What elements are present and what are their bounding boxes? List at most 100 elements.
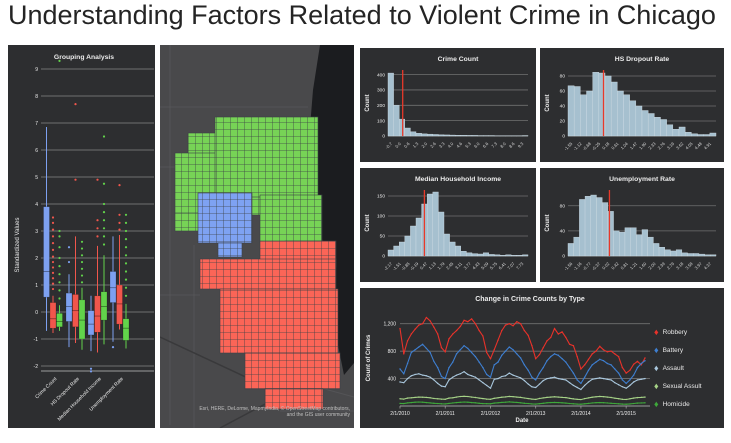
svg-text:5.3: 5.3 xyxy=(464,141,472,149)
crime-count-histogram[interactable]: Crime Count Count 0 100 200 300 400 -0.7 0.0 0.6 1… xyxy=(360,48,536,162)
y-axis-label: Count xyxy=(545,214,551,231)
series-homicide xyxy=(399,401,646,405)
svg-text:1: 1 xyxy=(35,283,38,289)
grouping-analysis-boxplot[interactable]: Grouping Analysis Standardized Values 9 8 7 6… xyxy=(8,45,155,428)
svg-text:1.04: 1.04 xyxy=(620,141,630,151)
svg-text:2/1/2010: 2/1/2010 xyxy=(390,411,410,417)
svg-text:0.61: 0.61 xyxy=(610,141,620,151)
svg-text:5.09: 5.09 xyxy=(480,261,490,271)
svg-text:40: 40 xyxy=(560,104,566,110)
svg-text:4.37: 4.37 xyxy=(703,261,713,271)
series-sexual-assult xyxy=(399,395,646,401)
svg-text:3.11: 3.11 xyxy=(454,261,464,271)
svg-text:3.3: 3.3 xyxy=(438,141,446,149)
svg-text:6.0: 6.0 xyxy=(473,141,481,149)
svg-text:1.47: 1.47 xyxy=(629,141,639,151)
svg-text:5: 5 xyxy=(35,175,38,181)
cluster-region-blue xyxy=(217,242,243,258)
svg-text:6.6: 6.6 xyxy=(482,141,490,149)
chicago-cluster-map[interactable]: Esri, HERE, DeLorme, MapmyIndia, © OpenS… xyxy=(160,45,354,428)
svg-text:7.3: 7.3 xyxy=(490,141,498,149)
y-axis-label: Count of Crimes xyxy=(366,334,372,381)
svg-text:400: 400 xyxy=(388,376,397,382)
legend-item-robbery[interactable]: ♦ Robbery xyxy=(654,328,702,337)
legend-item-battery[interactable]: ♦ Battery xyxy=(654,346,702,355)
svg-text:80: 80 xyxy=(560,74,566,80)
chart-title: Crime Count xyxy=(438,56,480,63)
legend-item-assault[interactable]: ♦ Assault xyxy=(654,364,702,373)
svg-text:2.76: 2.76 xyxy=(657,141,667,151)
series-battery xyxy=(399,343,646,385)
cluster-region-green xyxy=(214,116,319,198)
legend-label: Sexual Assult xyxy=(662,383,702,390)
unemployment-rate-histogram[interactable]: Unemployment Rate Count 0 40 80 -1.56 -1.16 -0.… xyxy=(540,168,724,282)
svg-text:2/1/2014: 2/1/2014 xyxy=(571,411,591,417)
svg-text:400: 400 xyxy=(377,72,385,78)
svg-text:4.43: 4.43 xyxy=(471,261,481,271)
svg-text:0.47: 0.47 xyxy=(419,261,429,271)
svg-text:4.05: 4.05 xyxy=(684,141,694,151)
svg-text:2.39: 2.39 xyxy=(657,261,667,271)
y-axis-label: Standardized Values xyxy=(15,218,21,273)
svg-text:0: 0 xyxy=(562,254,565,260)
svg-text:2/1/2015: 2/1/2015 xyxy=(616,411,636,417)
svg-text:4.0: 4.0 xyxy=(447,141,455,149)
svg-text:150: 150 xyxy=(377,194,385,200)
legend-item-homicide[interactable]: ♦ Homicide xyxy=(654,400,702,409)
series-robbery xyxy=(399,316,646,374)
legend-label: Homicide xyxy=(662,401,690,408)
svg-text:6: 6 xyxy=(35,148,38,154)
svg-text:4.91: 4.91 xyxy=(703,141,713,151)
svg-text:4.48: 4.48 xyxy=(694,141,704,151)
svg-text:300: 300 xyxy=(377,88,385,94)
cluster-region-red xyxy=(219,288,339,354)
svg-text:5.75: 5.75 xyxy=(489,261,499,271)
svg-text:-0.19: -0.19 xyxy=(409,261,420,272)
svg-text:60: 60 xyxy=(560,89,566,95)
median-household-income-histogram[interactable]: Median Household Income Count 0 50 100 150 -2.… xyxy=(360,168,536,282)
svg-text:1.60: 1.60 xyxy=(638,261,648,271)
lake-michigan xyxy=(309,45,354,375)
svg-text:8.0: 8.0 xyxy=(499,141,507,149)
svg-text:2/1/2011: 2/1/2011 xyxy=(436,411,455,417)
svg-text:100: 100 xyxy=(377,118,385,124)
svg-text:0: 0 xyxy=(382,134,385,140)
svg-text:-1.12: -1.12 xyxy=(572,141,583,152)
svg-text:3.97: 3.97 xyxy=(694,261,704,271)
svg-text:40: 40 xyxy=(560,229,566,235)
legend-label: Assault xyxy=(662,365,684,372)
svg-text:-0.7: -0.7 xyxy=(384,141,393,150)
svg-text:-1.51: -1.51 xyxy=(392,261,403,272)
legend-label: Battery xyxy=(662,347,684,354)
svg-text:2.45: 2.45 xyxy=(445,261,455,271)
legend-item-sexual-assult[interactable]: ♦ Sexual Assult xyxy=(654,382,702,391)
svg-text:-1.16: -1.16 xyxy=(572,261,583,272)
map-attribution: Esri, HERE, DeLorme, MapmyIndia, © OpenS… xyxy=(199,406,350,418)
cluster-region-green xyxy=(259,194,323,244)
svg-text:-0.68: -0.68 xyxy=(582,141,593,152)
svg-text:0.18: 0.18 xyxy=(601,141,611,151)
hs-dropout-rate-histogram[interactable]: HS Dropout Rate Count 0 20 40 60 80 -1.55 -1.12-… xyxy=(540,48,724,162)
svg-text:200: 200 xyxy=(377,103,385,109)
chart-title: Change in Crime Counts by Type xyxy=(475,296,585,303)
page-title: Understanding Factors Related to Violent… xyxy=(8,0,716,30)
svg-text:-0.37: -0.37 xyxy=(591,261,602,272)
svg-text:6.41: 6.41 xyxy=(498,261,508,271)
svg-text:0: 0 xyxy=(35,310,38,316)
svg-text:3.62: 3.62 xyxy=(675,141,685,151)
svg-text:0: 0 xyxy=(382,254,385,260)
svg-text:3.19: 3.19 xyxy=(666,141,676,151)
svg-text:2: 2 xyxy=(35,256,38,262)
x-category-label: Median Household Income xyxy=(57,376,103,422)
svg-text:0.81: 0.81 xyxy=(620,261,630,271)
svg-text:7: 7 xyxy=(35,121,38,127)
legend-marker-icon: ♦ xyxy=(654,345,659,355)
svg-text:3.77: 3.77 xyxy=(463,261,473,271)
svg-text:8: 8 xyxy=(35,94,38,100)
svg-text:-0.85: -0.85 xyxy=(400,261,411,272)
svg-text:7.07: 7.07 xyxy=(506,261,516,271)
line-chart-legend: ♦ Robbery ♦ Battery ♦ Assault ♦ Sexual Assult ♦ H… xyxy=(654,328,702,418)
crime-trend-line-chart[interactable]: ♦ Robbery ♦ Battery ♦ Assault ♦ Sexual Assult ♦ H… xyxy=(360,288,724,428)
cluster-region-red xyxy=(199,258,337,290)
